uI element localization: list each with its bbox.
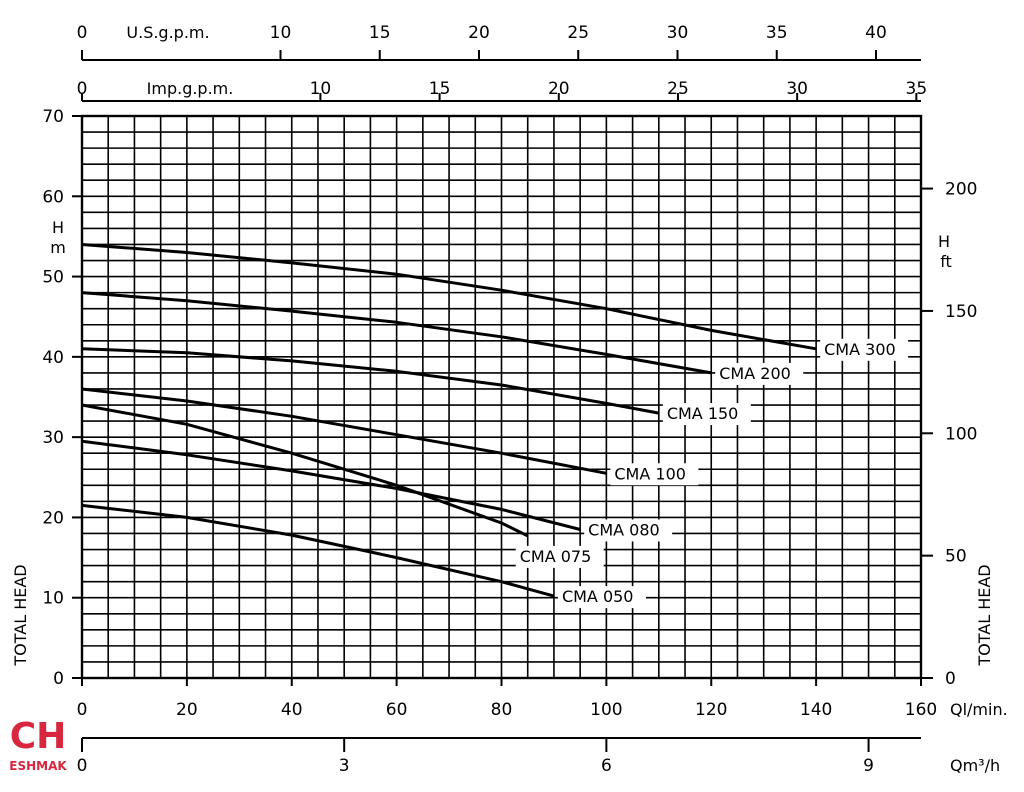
curves xyxy=(81,243,817,598)
ft-tick-label: 50 xyxy=(945,547,967,567)
curve-cma-080 xyxy=(81,439,581,531)
x-tick-label: 120 xyxy=(695,700,727,720)
curve-label: CMA 100 xyxy=(614,464,686,483)
m3h-tick-label: 9 xyxy=(863,756,874,776)
curve-label: CMA 300 xyxy=(824,340,896,359)
usgpm-axis-label: U.S.g.p.m. xyxy=(126,23,209,42)
m3h-axis-label: Qm³/h xyxy=(950,756,1000,775)
curve-label: CMA 050 xyxy=(562,587,634,606)
y-tick-label: 50 xyxy=(42,268,64,288)
curve-cma-075 xyxy=(81,403,529,538)
curve-label-bg xyxy=(715,362,804,385)
x-tick-label: 20 xyxy=(176,700,198,720)
impgpm-tick-label: 30 xyxy=(786,79,808,99)
m3h-tick-label: 6 xyxy=(601,756,612,776)
grid xyxy=(81,115,922,679)
ft-tick-label: 200 xyxy=(945,180,977,200)
impgpm-tick-label: 10 xyxy=(310,79,332,99)
usgpm-tick-label: 25 xyxy=(567,23,589,43)
logo-text: CH xyxy=(10,716,67,757)
x-tick-label: 40 xyxy=(281,700,303,720)
logo-subtitle: ESHMAK xyxy=(9,759,67,773)
x-tick-label: 0 xyxy=(77,700,88,720)
y-tick-label: 70 xyxy=(42,107,64,127)
y-tick-label: 20 xyxy=(42,508,64,528)
usgpm-tick-label: 10 xyxy=(270,23,292,43)
x-tick-label: 80 xyxy=(491,700,513,720)
impgpm-tick-label: 25 xyxy=(667,79,689,99)
curve-label: CMA 080 xyxy=(588,520,660,539)
y-tick-label: 10 xyxy=(42,589,64,609)
curve-label: CMA 075 xyxy=(520,547,592,566)
usgpm-tick-label: 15 xyxy=(369,23,391,43)
impgpm-tick-label: 35 xyxy=(906,79,928,99)
usgpm-tick-label: 30 xyxy=(667,23,689,43)
logo-bg xyxy=(8,712,72,772)
curve-label: CMA 150 xyxy=(667,404,739,423)
x-axis-label: Ql/min. xyxy=(950,700,1008,719)
curve-cma-150 xyxy=(81,347,660,415)
usgpm-tick-label: 35 xyxy=(766,23,788,43)
y-axis-label-right: TOTAL HEAD xyxy=(975,564,994,666)
curve-label-bg xyxy=(515,545,604,568)
y-tick-label: 60 xyxy=(42,187,64,207)
impgpm-tick-label: 15 xyxy=(429,79,451,99)
x-tick-label: 100 xyxy=(590,700,622,720)
logo: CH ESHMAK xyxy=(8,712,72,773)
curve-label: CMA 200 xyxy=(719,364,791,383)
y-unit-left: H xyxy=(52,218,64,237)
curve-label-bg xyxy=(557,586,646,609)
ft-tick-label: 100 xyxy=(945,424,977,444)
y-unit-left: m xyxy=(50,238,66,257)
y-axis-label: TOTAL HEAD xyxy=(11,564,30,666)
m3h-tick-label: 0 xyxy=(77,756,88,776)
y-unit-right: H xyxy=(938,232,950,251)
curve-label-bg xyxy=(610,463,699,486)
usgpm-tick-label: 0 xyxy=(77,23,88,43)
ft-tick-label: 150 xyxy=(945,302,977,322)
curve-cma-300 xyxy=(81,243,817,351)
curve-label-bg xyxy=(820,338,909,361)
usgpm-tick-label: 40 xyxy=(865,23,887,43)
curve-label-bg xyxy=(584,519,673,542)
y-tick-label: 30 xyxy=(42,428,64,448)
y-tick-label: 40 xyxy=(42,348,64,368)
curve-cma-100 xyxy=(81,387,607,475)
x-tick-label: 60 xyxy=(386,700,408,720)
impgpm-tick-label: 20 xyxy=(548,79,570,99)
y-tick-label: 0 xyxy=(53,669,64,689)
impgpm-axis-label: Imp.g.p.m. xyxy=(147,79,234,98)
x-tick-label: 140 xyxy=(800,700,832,720)
curve-label-bg xyxy=(662,403,751,426)
x-tick-label: 160 xyxy=(905,700,937,720)
ft-tick-label: 0 xyxy=(945,669,956,689)
curve-cma-050 xyxy=(81,503,555,598)
y-unit-right: ft xyxy=(940,252,952,271)
m3h-tick-label: 3 xyxy=(339,756,350,776)
impgpm-tick-label: 0 xyxy=(77,79,88,99)
labels: CMA 300 CMA 200 CMA 150 CMA 100 CMA 080 CMA 0… xyxy=(515,338,909,609)
usgpm-tick-label: 20 xyxy=(468,23,490,43)
curve-cma-200 xyxy=(81,291,712,375)
